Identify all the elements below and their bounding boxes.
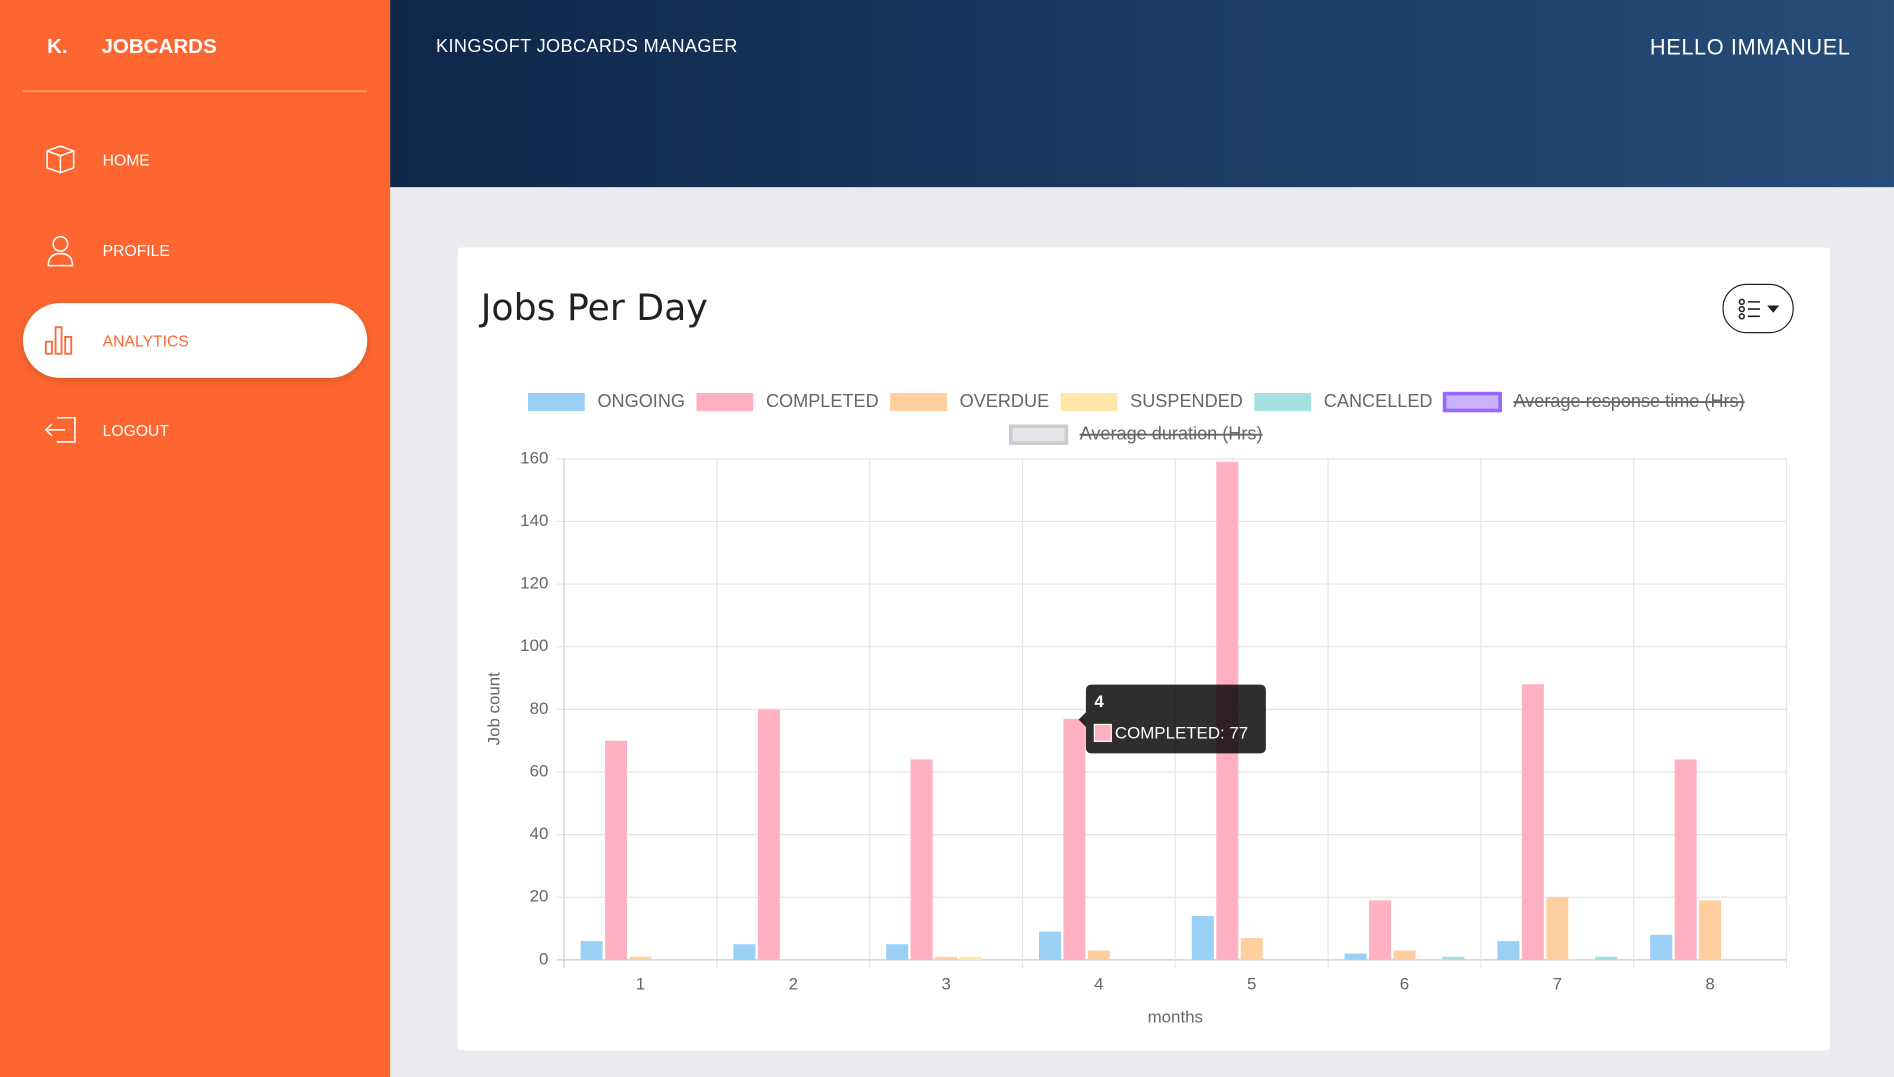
- legend-swatch: [528, 393, 585, 412]
- nav-profile[interactable]: PROFILE: [23, 213, 367, 288]
- x-tick-label: 4: [1094, 975, 1103, 994]
- x-tick-label: 8: [1705, 975, 1714, 994]
- legend-item: Average duration (Hrs): [1008, 423, 1263, 445]
- y-tick-label: 60: [530, 761, 549, 780]
- y-axis-title: Job count: [485, 672, 504, 746]
- bar: [580, 941, 603, 960]
- y-tick-label: 80: [530, 699, 549, 718]
- legend-swatch: [890, 393, 947, 412]
- chart-title: Jobs Per Day: [480, 287, 708, 330]
- legend-swatch: [1254, 393, 1312, 412]
- x-tick-label: 7: [1553, 975, 1562, 994]
- legend-item: COMPLETED: [696, 391, 879, 412]
- bar: [733, 944, 756, 960]
- legend-item: CANCELLED: [1254, 391, 1433, 412]
- chart-card: 0 20 40 60 80 100 120 140 160 Job count months 1 2 3 4…: [457, 247, 1830, 1051]
- x-tick-label: 3: [941, 975, 950, 994]
- x-tick-label: 1: [636, 975, 645, 994]
- tooltip-swatch: [1093, 723, 1112, 742]
- x-tick-label: 5: [1247, 975, 1256, 994]
- x-tick-label: 2: [789, 975, 798, 994]
- bar: [1595, 956, 1618, 960]
- legend-item: OVERDUE: [890, 391, 1050, 412]
- nav-analytics[interactable]: ANALYTICS: [22, 303, 368, 378]
- bar: [605, 740, 628, 960]
- nav-label: HOME: [102, 150, 150, 170]
- menu-icon: [1738, 298, 1780, 320]
- legend-item: SUSPENDED: [1060, 391, 1243, 412]
- bar: [1240, 937, 1263, 960]
- legend-swatch: [696, 393, 754, 412]
- nav-home[interactable]: HOME: [23, 122, 367, 197]
- y-tick-label: 160: [520, 448, 548, 467]
- logout-icon: [44, 416, 76, 443]
- tooltip-box: [1078, 684, 1266, 754]
- nav-logout[interactable]: LOGOUT: [23, 392, 367, 467]
- bar: [1546, 897, 1569, 960]
- legend-swatch: [1060, 393, 1118, 412]
- nav-label: ANALYTICS: [102, 332, 189, 351]
- bar: [1442, 956, 1465, 960]
- chart: 0 20 40 60 80 100 120 140 160 Job count months 1 2 3 4…: [485, 391, 1788, 1026]
- legend-swatch: [1442, 391, 1502, 413]
- bar: [910, 759, 933, 960]
- legend-label: OVERDUE: [960, 391, 1050, 411]
- bar: [959, 956, 982, 960]
- bar: [1038, 931, 1061, 960]
- nav-label: PROFILE: [102, 241, 170, 260]
- bar: [1087, 950, 1110, 960]
- legend-label: SUSPENDED: [1130, 391, 1243, 411]
- bar: [1650, 934, 1673, 960]
- tooltip-label: COMPLETED: 77: [1115, 724, 1248, 743]
- analytics-icon: [44, 326, 73, 355]
- bar: [1699, 900, 1722, 960]
- y-tick-label: 120: [520, 574, 548, 593]
- y-tick-label: 140: [520, 511, 548, 530]
- legend-swatch: [1008, 424, 1069, 445]
- y-tick-label: 0: [539, 949, 548, 968]
- y-tick-label: 20: [530, 887, 549, 906]
- nav-label: LOGOUT: [102, 421, 169, 440]
- bar: [886, 944, 909, 960]
- legend-label: Average duration (Hrs): [1080, 423, 1263, 443]
- profile-icon: [47, 235, 74, 267]
- legend-label: ONGOING: [597, 391, 685, 411]
- app-title: KINGSOFT JOBCARDS MANAGER: [436, 36, 738, 57]
- x-axis-title: months: [1148, 1007, 1203, 1026]
- x-tick-label: 6: [1400, 975, 1409, 994]
- legend-label: Average response time (Hrs): [1513, 391, 1744, 411]
- bar: [1191, 916, 1214, 960]
- legend-label: COMPLETED: [766, 391, 879, 411]
- home-icon: [46, 145, 75, 174]
- tooltip-title: 4: [1094, 692, 1104, 711]
- bar: [1521, 684, 1544, 960]
- brand-mark: K.: [47, 35, 68, 58]
- sidebar: K. JOBCARDS HOME PROFILE ANALYTICS LOGOU…: [0, 0, 391, 1077]
- bar: [1497, 941, 1520, 960]
- legend-item: Average response time (Hrs): [1442, 391, 1745, 413]
- bar: [1393, 950, 1416, 960]
- y-tick-label: 40: [530, 824, 549, 843]
- bar: [757, 709, 780, 960]
- separator: [22, 90, 368, 92]
- header: KINGSOFT JOBCARDS MANAGER HELLO IMMANUEL: [390, 0, 1894, 188]
- bar: [629, 956, 652, 960]
- legend-item: ONGOING: [528, 391, 685, 412]
- legend-label: CANCELLED: [1324, 391, 1433, 411]
- bar: [1369, 900, 1392, 960]
- y-tick-label: 100: [520, 636, 548, 655]
- bar: [1063, 718, 1086, 960]
- greeting: HELLO IMMANUEL: [1649, 35, 1851, 60]
- bar: [935, 956, 958, 960]
- brand: JOBCARDS: [101, 35, 217, 58]
- bar: [1344, 953, 1367, 960]
- bar: [1674, 759, 1697, 960]
- menu-button[interactable]: [1722, 283, 1794, 334]
